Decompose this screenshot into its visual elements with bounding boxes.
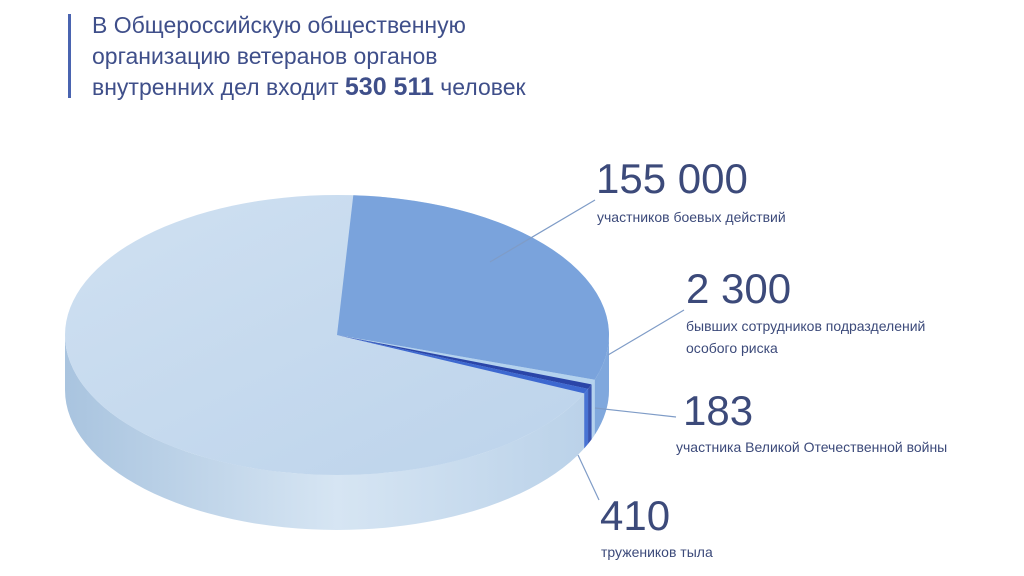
leader-line-0 [489,199,596,263]
leader-lines [489,199,685,501]
chart-title: В Общероссийскую общественную организаци… [92,10,652,103]
title-line-2: организацию ветеранов органов [92,43,438,69]
pie-slice-2 [337,335,592,389]
pie-slice-side-3 [584,388,589,449]
pie-slice-0 [337,195,609,380]
title-line-3-suffix: человек [440,74,526,100]
pie-side [65,335,609,530]
pie-slice-side-0 [594,335,609,435]
slice-labels: 155 000 участников боевых действий 2 300 бы… [596,155,947,560]
pie-slice-1 [337,335,595,385]
slice-label-1-0: бывших сотрудников подразделений [686,318,925,334]
slice-value-1: 2 300 [686,265,791,312]
slice-label-1-1: особого риска [686,340,778,356]
title-line-3-prefix: внутренних дел входит [92,74,339,100]
slice-label-2: участника Великой Отечественной войны [676,439,947,455]
title-line-1: В Общероссийскую общественную [92,12,466,38]
slice-value-0: 155 000 [596,155,748,202]
pie-side-wall [65,335,609,530]
total-members: 530 511 [344,73,434,101]
slice-value-2: 183 [683,387,753,434]
slice-label-3: тружеников тыла [601,544,713,560]
pie-slice-side-1 [591,379,595,440]
slice-value-3: 410 [600,492,670,539]
title-line-3: внутренних дел входит 530 511 человек [92,72,652,103]
leader-line-2 [594,407,677,418]
leader-line-1 [607,309,685,356]
slice-label-0: участников боевых действий [597,209,786,225]
pie-top [65,195,609,475]
pie-slice-side-2 [588,384,592,444]
title-accent-bar [68,14,71,98]
leader-line-3 [577,454,600,501]
pie-slice-3 [337,335,589,394]
